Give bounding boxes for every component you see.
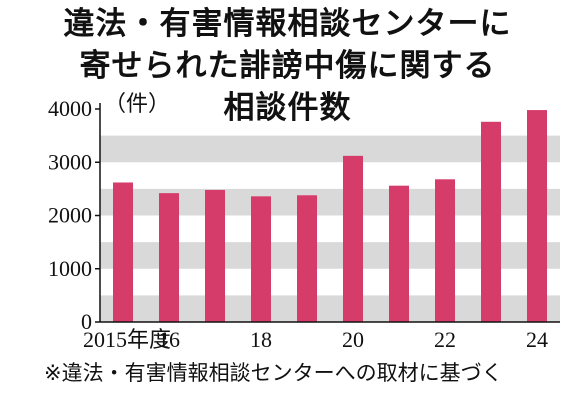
- x-tick-label-20: 20: [342, 327, 364, 352]
- bar-20: [343, 155, 363, 322]
- chart-title-line-1: 違法・有害情報相談センターに: [63, 6, 512, 42]
- bar-2015: [113, 182, 133, 322]
- axes: [95, 103, 560, 323]
- y-tick-labels: 0 1000 2000 3000 4000: [48, 96, 92, 334]
- y-axis-unit-label: （件）: [104, 92, 171, 117]
- bar-16: [159, 193, 179, 322]
- chart-title-line-2: 寄せられた誹謗中傷に関する: [79, 48, 496, 84]
- x-tick-label-24: 24: [526, 327, 548, 352]
- bars: [113, 110, 547, 322]
- bar-24: [527, 110, 547, 322]
- source-footnote: ※違法・有害情報相談センターへの取材に基づく: [44, 361, 503, 385]
- x-tick-label-16: 16: [158, 327, 180, 352]
- bar-22: [435, 179, 455, 322]
- x-tick-label-22: 22: [434, 327, 456, 352]
- y-tick-label-1000: 1000: [48, 256, 92, 281]
- y-tick-label-2000: 2000: [48, 203, 92, 228]
- y-tick-label-0: 0: [81, 309, 92, 334]
- bar-21: [389, 185, 409, 322]
- y-tick-label-3000: 3000: [48, 149, 92, 174]
- bar-19: [297, 195, 317, 322]
- y-tick-label-4000: 4000: [48, 96, 92, 121]
- bar-18: [251, 196, 271, 322]
- chart-title-line-3: 相談件数: [223, 90, 352, 126]
- x-tick-label-18: 18: [250, 327, 272, 352]
- bar-17: [205, 189, 225, 322]
- x-tick-label-2015: 2015年度: [83, 327, 171, 352]
- bar-23: [481, 121, 501, 322]
